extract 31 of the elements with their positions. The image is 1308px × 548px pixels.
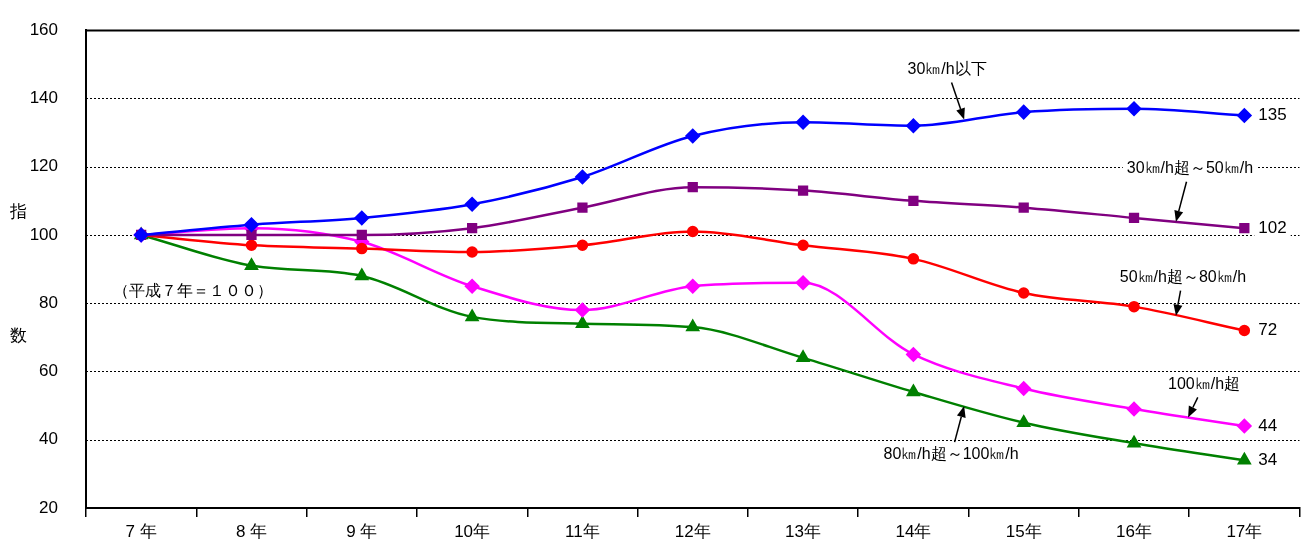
- data-label: 44: [1258, 415, 1278, 435]
- data-label: 135: [1258, 105, 1287, 125]
- series-label: 100㎞/h超: [1168, 374, 1241, 392]
- y-tick-label: 60: [39, 361, 58, 381]
- x-tick-label: 14年: [895, 521, 932, 541]
- data-label: 34: [1258, 449, 1278, 469]
- data-label: 102: [1258, 217, 1287, 237]
- text: 30㎞/h超～50㎞/h: [1126, 159, 1254, 177]
- y-tick-label: 160: [29, 19, 58, 39]
- series-label: 50㎞/h超～80㎞/h: [1119, 268, 1247, 286]
- y-tick-label: 140: [29, 88, 58, 108]
- x-tick-label: 16年: [1116, 521, 1152, 541]
- y-tick-label: 120: [29, 156, 58, 176]
- y-tick-label: 80: [39, 292, 58, 312]
- y-tick-label: 40: [39, 429, 58, 449]
- data-label: 72: [1258, 320, 1278, 340]
- series-label: 80㎞/h超～100㎞/h: [883, 445, 1019, 463]
- x-tick-label: 17年: [1226, 521, 1263, 541]
- x-tick-label: 11年: [565, 521, 600, 541]
- x-tick-label: 12年: [674, 521, 711, 541]
- x-tick-label: 13年: [785, 521, 822, 541]
- x-tick-label: 7 年: [125, 521, 157, 541]
- annotation: （平成７年＝１００）: [112, 282, 273, 300]
- x-tick-label: 10年: [454, 521, 491, 541]
- y-tick-label: 100: [29, 224, 58, 244]
- y-tick-label: 20: [39, 497, 58, 517]
- x-tick-label: 8 年: [235, 521, 268, 541]
- y-axis-title: 指数: [9, 189, 28, 437]
- x-tick-label: 15年: [1005, 521, 1042, 541]
- x-tick-label: 9 年: [346, 521, 378, 541]
- text: 30㎞/h以下: [907, 59, 987, 77]
